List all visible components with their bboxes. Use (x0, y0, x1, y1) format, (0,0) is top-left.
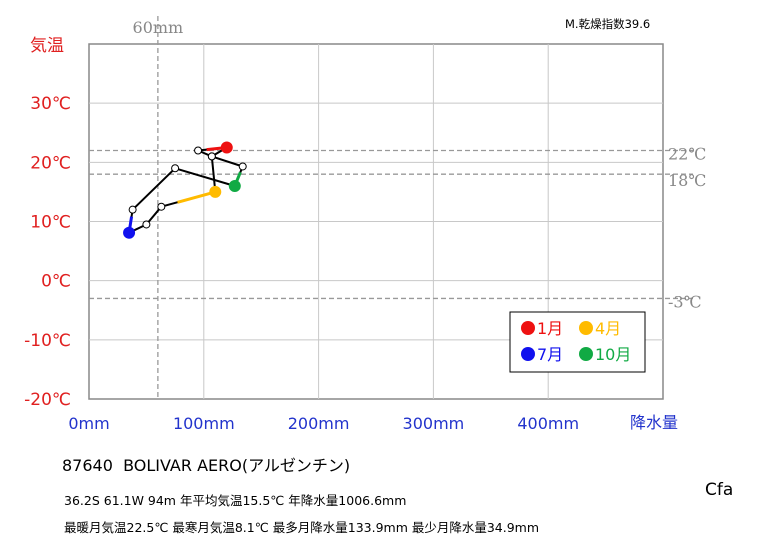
station-summary-line-1: 36.2S 61.1W 94m 年平均気温15.5℃ 年降水量1006.6mm (64, 493, 407, 508)
legend-label: 1月 (537, 319, 563, 338)
legend-label: 7月 (537, 345, 563, 364)
month-point-10 (228, 180, 241, 192)
month-point-2 (194, 146, 203, 155)
legend-label: 10月 (595, 345, 631, 364)
month-point-9 (171, 164, 180, 173)
month-point-12 (207, 152, 216, 161)
month-point-4 (209, 185, 222, 198)
legend-marker (579, 347, 593, 361)
x-tick-labels: 0mm 100mm 200mm 300mm 400mm (68, 414, 579, 433)
y-tick-labels: -20℃ -10℃ 0℃ 10℃ 20℃ 30℃ (24, 94, 71, 410)
y-axis-title: 気温 (30, 36, 64, 56)
month-point-8 (128, 205, 137, 214)
x-tick-label: 400mm (517, 414, 579, 433)
temperature-reference-label: -3℃ (668, 292, 701, 311)
y-tick-label: 0℃ (41, 272, 71, 292)
legend-marker (521, 347, 535, 361)
climate-series (123, 141, 247, 239)
legend-marker (579, 321, 593, 335)
y-tick-label: 10℃ (30, 213, 71, 233)
precipitation-reference-label: 60mm (133, 18, 184, 37)
x-axis-title: 降水量 (630, 413, 678, 432)
climate-classification: Cfa (705, 480, 734, 500)
legend-marker (521, 321, 535, 335)
month-point-5 (157, 202, 166, 211)
month-point-1 (220, 141, 233, 154)
month-point-6 (142, 220, 151, 229)
legend-box (509, 311, 646, 373)
temperature-reference-label: 22℃ (668, 145, 706, 164)
y-tick-label: 30℃ (30, 94, 71, 114)
monthly-climate-line (128, 146, 244, 234)
x-tick-label: 200mm (288, 414, 350, 433)
temperature-reference-label: 18℃ (668, 171, 706, 190)
y-tick-label: 20℃ (30, 153, 71, 173)
station-title: 87640 BOLIVAR AERO(アルゼンチン) (62, 452, 350, 476)
y-tick-label: -20℃ (24, 390, 71, 410)
dryness-index: M.乾燥指数39.6 (565, 17, 651, 31)
station-name: BOLIVAR AERO(アルゼンチン) (123, 456, 351, 475)
month-point-11 (238, 162, 247, 171)
x-tick-label: 300mm (403, 414, 465, 433)
station-code: 87640 (62, 456, 113, 475)
legend: 1月 4月 7月 10月 (509, 311, 646, 373)
month-point-7 (123, 226, 136, 239)
station-summary-line-2: 最暖月気温22.5℃ 最寒月気温8.1℃ 最多月降水量133.9mm 最少月降水… (64, 520, 540, 535)
x-tick-label: 100mm (173, 414, 235, 433)
y-tick-label: -10℃ (24, 331, 71, 351)
legend-label: 4月 (595, 319, 621, 338)
reference-lines: 22℃ 18℃ -3℃ 60mm (89, 16, 706, 399)
month-segment-highlight (177, 190, 216, 204)
x-tick-label: 0mm (68, 414, 109, 433)
